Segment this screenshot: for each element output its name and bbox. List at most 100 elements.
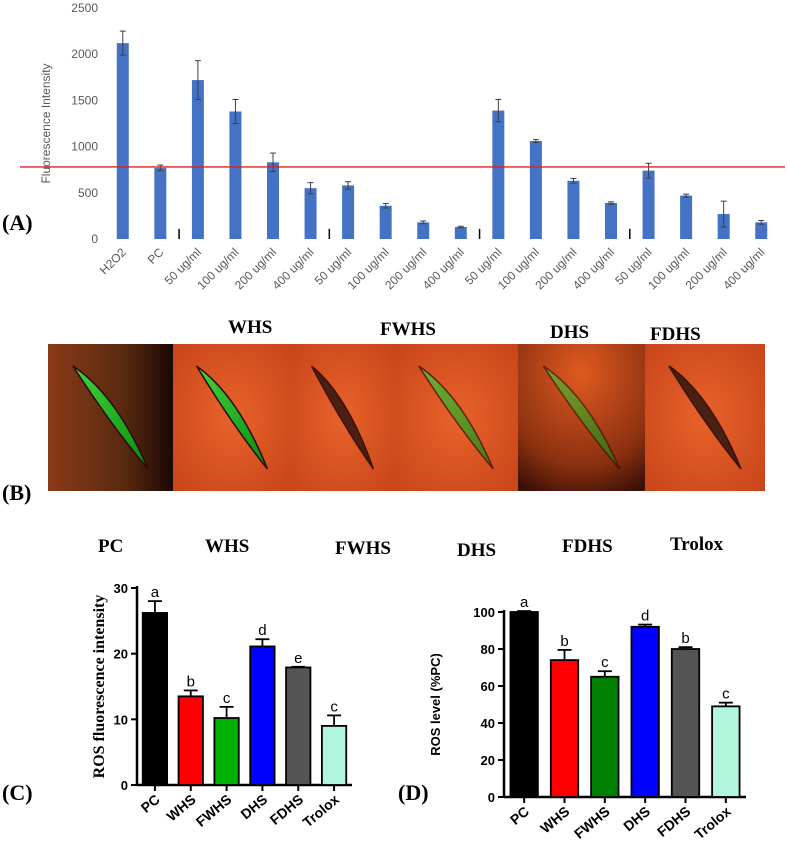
bar [267, 162, 279, 239]
bar [116, 43, 129, 239]
panel-b-header-fdhs: FDHS [650, 324, 701, 345]
panel-b-header-dhs: DHS [550, 322, 589, 343]
bar [154, 167, 167, 239]
bar [630, 625, 660, 798]
y-axis-label: ROS level (%PC) [428, 653, 443, 756]
bar [191, 80, 204, 240]
bar [549, 659, 580, 798]
x-tick-label: FDHS [267, 791, 306, 828]
y-tick-label: 0 [488, 790, 495, 805]
significance-letter: d [641, 608, 649, 625]
x-tick-label: DHS [237, 791, 270, 822]
x-tick-label: DHS [620, 803, 653, 834]
significance-letter: c [601, 654, 609, 671]
bar [590, 675, 620, 798]
bar [711, 705, 741, 798]
worm-image-fdhs [645, 344, 765, 491]
bar [285, 666, 312, 786]
panel-c-label: (C) [2, 780, 33, 805]
bar [492, 110, 505, 240]
worm-body [418, 365, 494, 470]
y-tick-label: 2500 [71, 1, 98, 15]
bar [509, 611, 539, 798]
y-tick-label: 20 [481, 753, 495, 768]
worm-body [542, 365, 621, 470]
y-tick-label: 1500 [71, 93, 98, 107]
x-tick-label: PC [145, 245, 167, 267]
group-header-whs: WHS [205, 536, 249, 557]
significance-letter: a [151, 584, 160, 601]
panel-b-label: (B) [2, 480, 31, 505]
y-tick-label: 500 [78, 186, 98, 200]
x-tick-label: FWHS [193, 791, 235, 830]
x-tick-label: PC [138, 791, 163, 816]
x-tick-label: Trolox [691, 803, 734, 842]
x-tick-label: FDHS [654, 803, 693, 840]
x-tick-label: 400 ug/ml [420, 245, 467, 292]
bar [529, 141, 542, 239]
panel-b-images: WHS FWHS DHS FDHS [48, 317, 765, 491]
bar [141, 612, 169, 786]
bar [213, 717, 240, 786]
group-header-dhs: DHS [457, 540, 496, 561]
y-axis-label: Fluorescence Intensity [39, 63, 53, 183]
x-tick-label: Trolox [300, 791, 343, 830]
bar [755, 222, 768, 239]
group-header-fwhs: FWHS [335, 538, 391, 559]
bar [342, 185, 355, 239]
worm-image-whs [173, 344, 291, 491]
y-axis-label: ROS fluorescence intensity [91, 595, 108, 779]
panel-b-header-fwhs: FWHS [380, 319, 436, 340]
significance-letter: c [223, 690, 231, 707]
y-tick-label: 40 [481, 716, 495, 731]
x-tick-label: WHS [537, 803, 572, 836]
x-tick-label: H2O2 [97, 245, 129, 277]
bar [304, 188, 317, 239]
y-tick-label: 100 [473, 605, 495, 620]
bar [320, 725, 348, 786]
x-tick-label: PC [507, 803, 532, 828]
worm-image-fwhs-1 [291, 344, 394, 491]
panel-a-chart: 0 500 1000 1500 2000 2500 Fluorescence Intensi… [20, 1, 785, 292]
group-header-pc: PC [98, 536, 123, 557]
panel-b-header-whs: WHS [228, 317, 272, 338]
significance-letter: b [187, 673, 195, 690]
bar [379, 205, 392, 239]
significance-letter: a [520, 594, 529, 611]
y-tick-label: 10 [114, 712, 128, 727]
x-tick-label: 400 ug/ml [720, 245, 767, 292]
y-tick-label: 80 [481, 642, 495, 657]
significance-letter: e [294, 650, 302, 667]
y-tick-label: 2000 [71, 47, 98, 61]
panel-d-label: (D) [398, 780, 429, 805]
y-tick-label: 30 [114, 581, 128, 596]
worm-image-pc [48, 344, 173, 491]
worm-body [310, 365, 375, 470]
bar [605, 202, 617, 239]
worm-image-fwhs-2 [394, 344, 518, 491]
bar [177, 695, 204, 786]
y-tick-label: 0 [121, 778, 128, 793]
significance-letter: d [258, 622, 266, 639]
group-header-fdhs: FDHS [562, 536, 613, 557]
significance-letter: b [681, 630, 689, 647]
worm-body [72, 365, 149, 470]
y-tick-label: 1000 [71, 140, 98, 154]
bar [454, 226, 467, 239]
bar [229, 111, 242, 239]
significance-letter: b [560, 633, 568, 650]
bar [642, 170, 655, 239]
x-tick-label: 400 ug/ml [270, 245, 317, 292]
x-tick-label: FWHS [571, 803, 613, 842]
group-header-trolox: Trolox [670, 534, 724, 555]
significance-letter: c [722, 686, 730, 703]
bar [249, 645, 276, 786]
x-tick-label: 400 ug/ml [570, 245, 617, 292]
y-tick-label: 60 [481, 679, 495, 694]
worm-body [668, 365, 742, 470]
y-tick-label: 20 [114, 647, 128, 662]
bar [417, 222, 430, 239]
bar [680, 195, 693, 239]
panel-a-label: (A) [2, 210, 33, 235]
